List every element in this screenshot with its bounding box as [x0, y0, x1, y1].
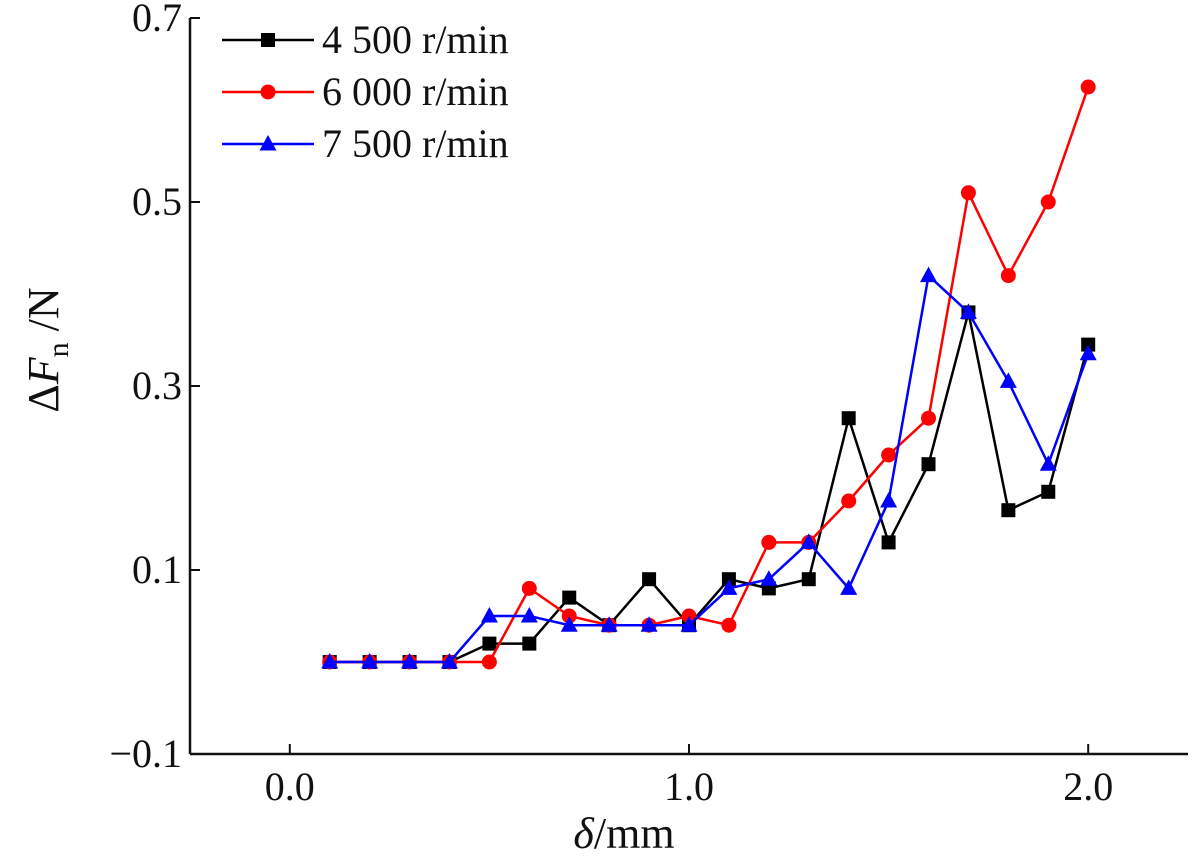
- data-point: [999, 372, 1017, 388]
- data-point: [480, 607, 498, 623]
- data-point: [920, 266, 938, 283]
- data-point: [1041, 484, 1056, 499]
- x-tick-label: 0.0: [265, 764, 315, 809]
- data-point: [800, 533, 818, 549]
- data-point: [801, 572, 816, 587]
- data-point: [959, 303, 977, 319]
- legend-item: 6 000 r/min: [222, 69, 509, 114]
- data-point: [440, 653, 458, 669]
- data-point: [841, 411, 856, 426]
- data-point: [522, 636, 537, 651]
- data-point: [1081, 337, 1096, 352]
- y-axis-title-group: ΔFn /N: [19, 287, 75, 412]
- series-line: [329, 86, 1090, 664]
- series-1: [322, 305, 1096, 669]
- x-tick-label: 1.0: [664, 764, 714, 809]
- data-point: [881, 447, 897, 463]
- data-point: [1039, 455, 1057, 471]
- data-point: [321, 653, 339, 669]
- legend-label: 4 500 r/min: [322, 17, 509, 62]
- series-line: [329, 311, 1090, 664]
- data-point: [881, 535, 896, 550]
- data-point: [1000, 268, 1016, 284]
- data-point: [482, 636, 497, 651]
- data-point: [960, 185, 976, 201]
- legend-marker: [260, 84, 276, 100]
- y-tick-label: 0.3: [132, 363, 182, 408]
- data-point: [1040, 194, 1056, 210]
- data-point: [521, 580, 537, 596]
- series-layer: [321, 79, 1097, 670]
- data-point: [841, 493, 857, 509]
- data-point: [600, 616, 618, 632]
- series-2: [322, 79, 1096, 670]
- data-point: [681, 608, 697, 624]
- data-point: [401, 653, 419, 669]
- data-point: [642, 572, 657, 587]
- data-point: [721, 617, 737, 633]
- data-point: [680, 616, 698, 632]
- data-point: [561, 608, 577, 624]
- data-point: [640, 616, 658, 632]
- y-axis-title: ΔFn /N: [19, 287, 75, 412]
- data-point: [1001, 503, 1016, 518]
- y-tick-label: 0.5: [132, 179, 182, 224]
- y-tick-label: 0.7: [132, 0, 182, 40]
- data-point: [560, 616, 578, 632]
- y-tick-label: 0.1: [132, 547, 182, 592]
- legend-marker: [259, 135, 277, 151]
- legend-item: 7 500 r/min: [222, 121, 509, 166]
- legend-marker: [261, 33, 275, 47]
- data-point: [921, 457, 936, 472]
- data-point: [760, 570, 778, 586]
- data-point: [520, 607, 538, 623]
- legend-item: 4 500 r/min: [222, 17, 509, 62]
- data-point: [562, 590, 577, 605]
- legend-label: 6 000 r/min: [322, 69, 509, 114]
- ticks: 0.0 1.0 2.0 −0.1 0.1 0.3 0.5 0.7: [109, 0, 1113, 809]
- series-line: [329, 274, 1090, 664]
- data-point: [840, 579, 858, 595]
- series-3: [321, 266, 1097, 669]
- y-tick-label: −0.1: [109, 731, 182, 776]
- data-point: [1080, 79, 1096, 95]
- data-point: [720, 579, 738, 595]
- data-point: [721, 572, 736, 587]
- legend: 4 500 r/min 6 000 r/min 7 500 r/min: [222, 17, 509, 166]
- x-axis-title: δ/mm: [573, 809, 674, 858]
- data-point: [761, 534, 777, 550]
- data-point: [1079, 344, 1097, 361]
- legend-label: 7 500 r/min: [322, 121, 509, 166]
- data-point: [361, 653, 379, 669]
- data-point: [880, 492, 898, 508]
- data-point: [481, 654, 497, 670]
- x-tick-label: 2.0: [1063, 764, 1113, 809]
- data-point: [921, 410, 937, 426]
